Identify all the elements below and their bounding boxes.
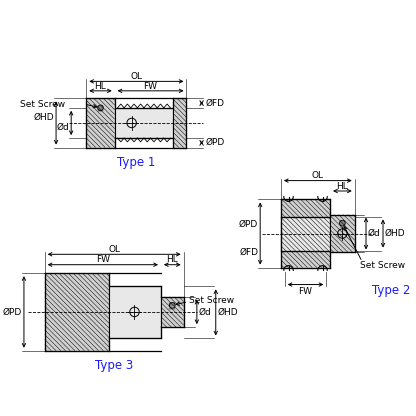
Text: OL: OL <box>312 171 324 181</box>
Bar <box>330 215 355 253</box>
Text: Set Screw: Set Screw <box>360 261 406 270</box>
Text: Ød: Ød <box>199 307 211 317</box>
Text: Type 3: Type 3 <box>94 359 133 372</box>
Bar <box>281 216 330 250</box>
Text: FW: FW <box>96 255 110 265</box>
Text: Ød: Ød <box>57 123 69 132</box>
Text: Type 2: Type 2 <box>371 284 410 297</box>
Text: HL: HL <box>94 82 106 91</box>
Text: Type 1: Type 1 <box>117 156 156 169</box>
Text: FW: FW <box>299 287 312 296</box>
Text: ØPD: ØPD <box>3 307 22 317</box>
Bar <box>173 99 186 148</box>
Text: HL: HL <box>166 255 178 265</box>
Bar <box>115 108 173 138</box>
Text: FW: FW <box>144 82 158 91</box>
Bar <box>281 200 330 267</box>
Text: ØHD: ØHD <box>218 307 238 317</box>
Text: ØHD: ØHD <box>34 113 54 122</box>
Bar <box>161 297 183 327</box>
Text: ØHD: ØHD <box>385 229 406 238</box>
Text: Ød: Ød <box>368 229 381 238</box>
Text: ØFD: ØFD <box>206 99 224 108</box>
Text: HL: HL <box>337 182 348 191</box>
Bar <box>86 99 115 148</box>
Text: ØFD: ØFD <box>239 248 258 257</box>
Text: Set Screw: Set Screw <box>189 296 235 305</box>
Bar <box>109 287 161 338</box>
Text: OL: OL <box>130 72 142 81</box>
Text: Set Screw: Set Screw <box>20 99 65 109</box>
Text: ØPD: ØPD <box>239 220 258 228</box>
Text: ØPD: ØPD <box>206 138 225 147</box>
Text: OL: OL <box>108 245 120 254</box>
Bar <box>45 273 109 351</box>
